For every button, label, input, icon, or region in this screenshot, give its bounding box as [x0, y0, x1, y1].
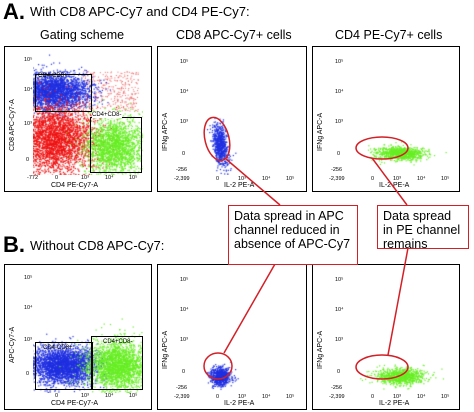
plot-a-cd8-canvas — [190, 53, 300, 175]
gate-cd4-cd8plus-b — [35, 342, 93, 390]
y-tick: 10⁵ — [180, 277, 189, 283]
plot-b-cd8-canvas — [190, 271, 300, 393]
y-tick: 0 — [182, 369, 186, 375]
x-axis-label-a-gating: CD4 PE-Cy7-A — [51, 182, 99, 189]
gate-label-cd4plus-cd8-b: CD4+CD8- — [103, 339, 133, 345]
y-tick: 10⁴ — [24, 87, 33, 93]
x-tick: 10⁴ — [417, 394, 426, 400]
callout-pe-spread: Data spread in PE channel remains — [377, 205, 469, 251]
x-tick: 10⁴ — [105, 175, 114, 181]
y-tick: 10⁵ — [335, 59, 344, 65]
x-tick: 0 — [55, 393, 59, 399]
panel-b-cd8: IFNg APC-A IL-2 PE-A 10⁵ 10⁴ 10³ 0 -256 … — [157, 264, 307, 410]
plot-a-gating-canvas — [33, 51, 143, 175]
connector-a-cd8 — [225, 158, 281, 206]
y-tick: 10⁴ — [335, 307, 344, 313]
y-tick: 10⁵ — [180, 59, 189, 65]
section-b-letter: B. — [3, 232, 25, 257]
section-a-title: With CD8 APC-Cy7 and CD4 PE-Cy7: — [30, 4, 250, 19]
x-tick: 10⁵ — [441, 176, 450, 182]
y-tick: -256 — [331, 167, 343, 173]
panel-a-cd4: IFNg APC-A IL-2 PE-A 10⁵ 10⁴ 10³ 0 -256 … — [312, 46, 460, 192]
y-tick: 10³ — [24, 337, 32, 343]
x-tick: 10⁴ — [105, 393, 114, 399]
y-tick: 10⁵ — [24, 57, 33, 63]
y-tick: 0 — [26, 157, 30, 163]
panel-b-gating: CD4-CD8+ CD4+CD8- APC-Cy7-A CD4 PE-Cy7-A… — [4, 264, 152, 410]
y-tick: 10³ — [24, 121, 32, 127]
y-tick: 0 — [337, 151, 341, 157]
x-axis-label-b-gating: CD4 PE-Cy7-A — [51, 400, 99, 407]
connector-b-cd4 — [387, 247, 409, 356]
x-tick: -2,399 — [329, 394, 345, 400]
x-tick: 0 — [371, 176, 375, 182]
y-tick: 0 — [337, 369, 341, 375]
x-axis-label-b-cd8: IL-2 PE-A — [224, 400, 255, 407]
x-tick: -2,399 — [174, 176, 190, 182]
x-tick: 10³ — [393, 394, 401, 400]
x-axis-label-a-cd8: IL-2 PE-A — [224, 182, 255, 189]
x-tick: 10⁴ — [417, 176, 426, 182]
section-b-title: Without CD8 APC-Cy7: — [30, 238, 165, 253]
y-tick: 10⁴ — [335, 89, 344, 95]
x-tick: 0 — [216, 176, 220, 182]
gate-label-cd4-cd8plus-b: CD4-CD8+ — [43, 345, 73, 351]
gate-label-cd4-cd8plus-a: CD4-CD8+ — [38, 73, 68, 79]
panel-a-gating: CD4-CD8+ CD4+CD8- CD8 APC-Cy7-A CD4 PE-C… — [4, 46, 152, 192]
y-tick: -256 — [331, 385, 343, 391]
x-tick: 0 — [55, 175, 59, 181]
y-tick: 10⁴ — [180, 307, 189, 313]
y-tick: 10⁵ — [335, 277, 344, 283]
section-a-letter: A. — [3, 0, 25, 24]
panel-a-cd8: IFNg APC-A IL-2 PE-A 10⁵ 10⁴ 10³ 0 -256 … — [157, 46, 307, 192]
y-tick: 10⁵ — [24, 275, 33, 281]
x-tick: 10³ — [81, 175, 89, 181]
gate-cd4plus-cd8-b — [91, 336, 143, 390]
highlight-ellipse-a-cd4 — [355, 136, 409, 160]
x-tick: -772 — [27, 175, 39, 181]
connector-b-cd8 — [223, 263, 276, 354]
column-title-gating: Gating scheme — [40, 28, 125, 42]
y-tick: 10³ — [180, 119, 188, 125]
x-tick: 10⁵ — [286, 394, 295, 400]
y-tick: -256 — [176, 385, 188, 391]
plot-b-gating-canvas — [33, 269, 143, 393]
x-tick: 10⁵ — [129, 393, 138, 399]
y-tick: -256 — [176, 167, 188, 173]
connector-a-cd4 — [371, 157, 408, 206]
x-axis-label-a-cd4: IL-2 PE-A — [379, 182, 410, 189]
x-tick: -2,399 — [174, 394, 190, 400]
x-tick: 10³ — [393, 176, 401, 182]
plot-a-cd4-canvas — [345, 53, 455, 175]
x-tick: 0 — [371, 394, 375, 400]
column-title-cd8: CD8 APC-Cy7+ cells — [176, 28, 292, 42]
x-tick: 10³ — [81, 393, 89, 399]
y-tick: 0 — [26, 371, 30, 377]
x-tick: -2,399 — [329, 176, 345, 182]
gate-label-cd4plus-cd8-a: CD4+CD8- — [92, 112, 122, 118]
x-tick: 10⁵ — [129, 175, 138, 181]
x-tick: 10⁵ — [286, 176, 295, 182]
y-tick: 10³ — [335, 337, 343, 343]
x-tick: 0 — [216, 394, 220, 400]
x-tick: 10⁴ — [262, 176, 271, 182]
x-tick: 10³ — [238, 176, 246, 182]
gate-cd4-cd8plus-a — [35, 74, 92, 112]
x-axis-label-b-cd4: IL-2 PE-A — [379, 400, 410, 407]
y-tick: 10⁴ — [180, 89, 189, 95]
highlight-ellipse-b-cd4 — [355, 354, 409, 380]
y-tick: 10³ — [180, 337, 188, 343]
callout-apc-spread: Data spread in APC channel reduced in ab… — [228, 205, 358, 265]
highlight-ellipse-b-cd8 — [203, 352, 233, 380]
y-tick: 10³ — [335, 119, 343, 125]
y-tick: 0 — [182, 151, 186, 157]
column-title-cd4: CD4 PE-Cy7+ cells — [335, 28, 443, 42]
x-tick: 10⁴ — [262, 394, 271, 400]
y-tick: 10⁴ — [24, 305, 33, 311]
highlight-ellipse-a-cd8 — [203, 116, 231, 162]
x-tick: 10³ — [238, 394, 246, 400]
x-tick: 10⁵ — [441, 394, 450, 400]
